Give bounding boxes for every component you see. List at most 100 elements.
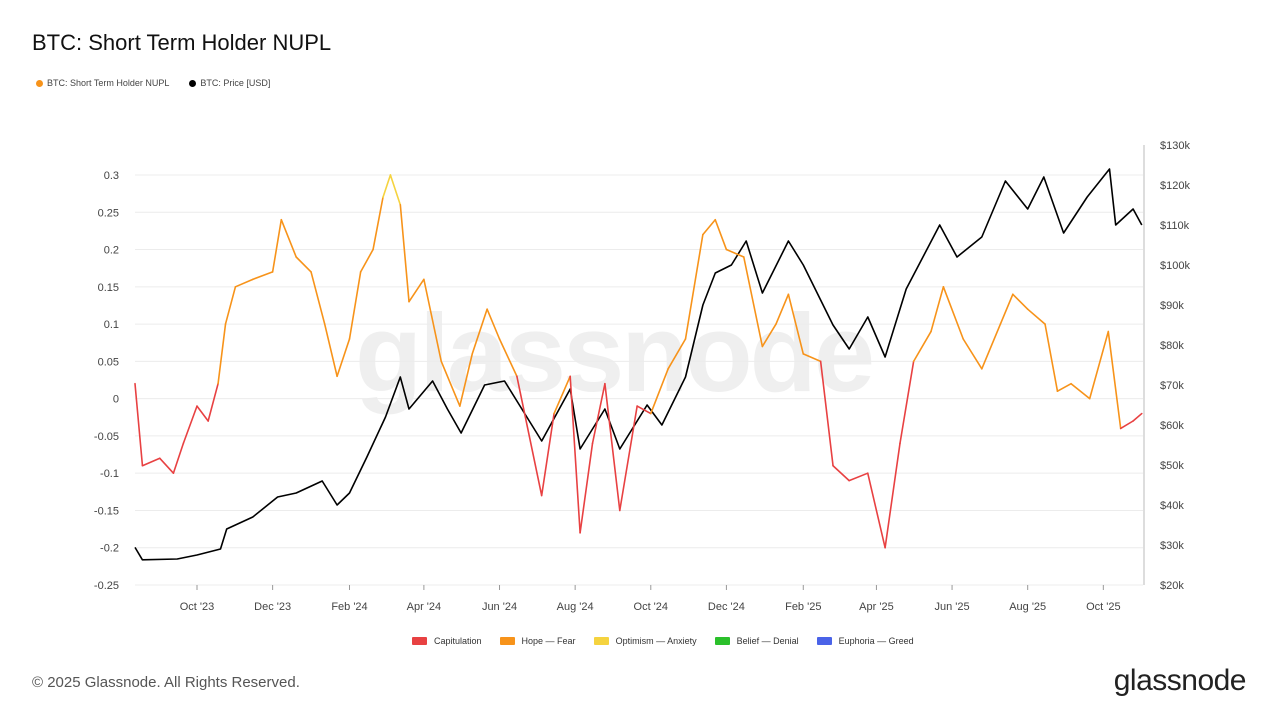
nupl-segment bbox=[802, 353, 822, 363]
y-left-tick-label: -0.15 bbox=[94, 505, 119, 517]
y-right-tick-label: $50k bbox=[1160, 460, 1184, 472]
x-tick-label: Apr '24 bbox=[407, 601, 442, 613]
legend-label: Euphoria — Greed bbox=[838, 636, 914, 646]
chart-title: BTC: Short Term Holder NUPL bbox=[32, 30, 332, 55]
y-left-tick-label: 0 bbox=[113, 394, 119, 406]
legend-swatch bbox=[412, 637, 427, 645]
nupl-segment bbox=[516, 375, 531, 437]
nupl-segment bbox=[930, 286, 945, 333]
x-tick-label: Oct '25 bbox=[1086, 601, 1121, 613]
nupl-segment bbox=[999, 293, 1014, 325]
x-tick-label: Feb '24 bbox=[331, 601, 367, 613]
nupl-segment bbox=[962, 338, 983, 370]
y-left-tick-label: -0.05 bbox=[94, 431, 119, 443]
legend-label: Optimism — Anxiety bbox=[615, 636, 697, 646]
legend-swatch bbox=[593, 637, 609, 645]
y-right-tick-label: $100k bbox=[1160, 260, 1190, 272]
nupl-segment bbox=[1107, 330, 1122, 430]
nupl-segment bbox=[540, 412, 555, 497]
legend-swatch bbox=[714, 637, 730, 645]
nupl-segment bbox=[775, 293, 790, 325]
nupl-segment bbox=[440, 360, 461, 407]
y-left-tick-label: 0.1 bbox=[104, 319, 119, 331]
nupl-segment bbox=[899, 360, 915, 445]
x-tick-label: Dec '24 bbox=[708, 601, 745, 613]
y-left-tick-label: 0.2 bbox=[104, 245, 119, 257]
nupl-segment bbox=[182, 405, 198, 445]
x-tick-label: Oct '24 bbox=[634, 601, 669, 613]
nupl-segment bbox=[667, 338, 687, 370]
y-left-tick-label: 0.25 bbox=[98, 207, 119, 219]
legend-item[interactable]: Belief — Denial bbox=[714, 636, 799, 646]
legend-label: Capitulation bbox=[434, 636, 482, 646]
nupl-segment bbox=[408, 278, 425, 303]
legend-item[interactable]: Hope — Fear bbox=[499, 636, 576, 646]
legend-item-price[interactable]: BTC: Price [USD] bbox=[189, 78, 270, 88]
nupl-segment bbox=[423, 278, 443, 363]
watermark: glassnode bbox=[355, 292, 875, 415]
top-legend: BTC: Short Term Holder NUPL BTC: Price [… bbox=[36, 78, 270, 88]
nupl-segment bbox=[742, 256, 764, 348]
nupl-segment bbox=[591, 382, 606, 445]
nupl-segment bbox=[1056, 382, 1072, 392]
legend-swatch bbox=[816, 637, 832, 645]
orange-dot-icon bbox=[36, 79, 43, 87]
nupl-segment bbox=[884, 442, 901, 549]
legend-item-nupl[interactable]: BTC: Short Term Holder NUPL bbox=[36, 78, 169, 88]
y-right-tick-label: $30k bbox=[1160, 540, 1184, 552]
nupl-segment bbox=[486, 308, 501, 340]
nupl-segment bbox=[684, 233, 704, 340]
legend-item[interactable]: Capitulation bbox=[412, 636, 482, 646]
nupl-segment bbox=[1012, 293, 1029, 310]
nupl-segment bbox=[649, 368, 669, 415]
nupl-segment bbox=[761, 323, 777, 348]
legend-label: BTC: Price [USD] bbox=[200, 78, 271, 88]
nupl-segment bbox=[207, 382, 219, 422]
x-tick-label: Aug '25 bbox=[1009, 601, 1046, 613]
nupl-segment bbox=[323, 323, 338, 378]
nupl-segment bbox=[819, 360, 834, 467]
nupl-segment bbox=[271, 218, 283, 273]
nupl-segment bbox=[348, 271, 362, 340]
nupl-segment bbox=[1088, 330, 1110, 400]
nupl-segment bbox=[1119, 420, 1134, 430]
y-left-tick-label: -0.2 bbox=[100, 543, 119, 555]
brand-logo: glassnode bbox=[1113, 664, 1247, 697]
nupl-segment bbox=[787, 293, 805, 355]
x-tick-label: Apr '25 bbox=[859, 601, 894, 613]
legend-item[interactable]: Euphoria — Greed bbox=[816, 636, 914, 646]
nupl-segment bbox=[832, 464, 850, 482]
legend-swatch bbox=[499, 637, 515, 645]
nupl-segment bbox=[141, 457, 161, 467]
nupl-segment bbox=[1070, 382, 1091, 400]
black-dot-icon bbox=[189, 79, 197, 87]
nupl-segment bbox=[158, 457, 175, 474]
nupl-segment bbox=[172, 442, 185, 474]
nupl-segment bbox=[553, 375, 571, 415]
nupl-segment bbox=[134, 382, 144, 467]
y-left-tick-label: 0.05 bbox=[98, 356, 119, 368]
nupl-segment bbox=[280, 218, 297, 258]
nupl-segment bbox=[604, 382, 621, 512]
nupl-segment bbox=[359, 248, 374, 273]
nupl-segment bbox=[372, 196, 384, 251]
nupl-segment bbox=[636, 405, 652, 415]
nupl-segment bbox=[569, 375, 581, 534]
nupl-segment bbox=[251, 271, 274, 281]
nupl-segment bbox=[618, 405, 638, 512]
nupl-segment bbox=[295, 256, 312, 273]
legend-label: Belief — Denial bbox=[736, 636, 799, 646]
nupl-segment bbox=[725, 248, 745, 258]
y-left-tick-label: -0.1 bbox=[100, 468, 119, 480]
y-right-tick-label: $110k bbox=[1160, 220, 1190, 232]
nupl-segment bbox=[459, 353, 474, 407]
nupl-segment bbox=[389, 174, 402, 206]
copyright: © 2025 Glassnode. All Rights Reserved. bbox=[32, 674, 300, 691]
nupl-segment bbox=[224, 286, 237, 325]
legend-item[interactable]: Optimism — Anxiety bbox=[593, 636, 697, 646]
nupl-segment bbox=[1132, 412, 1143, 422]
y-right-tick-label: $40k bbox=[1160, 500, 1184, 512]
nupl-segment bbox=[1026, 308, 1046, 325]
nupl-segment bbox=[310, 271, 326, 325]
